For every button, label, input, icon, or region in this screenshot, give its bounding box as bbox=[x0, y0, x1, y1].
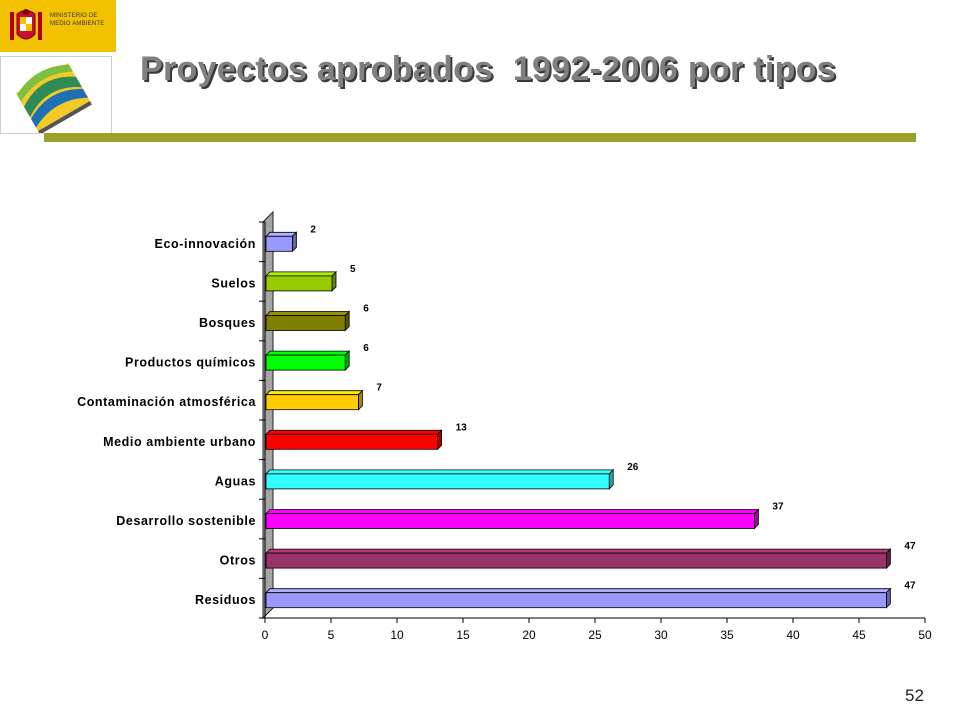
x-tick-label: 50 bbox=[918, 628, 932, 642]
category-label: Productos químicos bbox=[125, 356, 256, 370]
bar bbox=[265, 235, 293, 252]
bar bbox=[265, 315, 346, 331]
x-tick-label: 15 bbox=[456, 628, 470, 642]
ministry-logo: MINISTERIO DE MEDIO AMBIENTE bbox=[0, 0, 116, 52]
bar-side bbox=[291, 231, 297, 253]
category-label: Medio ambiente urbano bbox=[103, 435, 256, 449]
bar-side bbox=[886, 587, 891, 609]
spanish-coat-of-arms-icon bbox=[10, 9, 42, 40]
x-tick-label: 20 bbox=[522, 628, 536, 642]
category-label: Desarrollo sostenible bbox=[116, 514, 256, 528]
bar-top bbox=[265, 350, 351, 356]
bar bbox=[265, 592, 887, 609]
category-label: Otros bbox=[220, 554, 256, 568]
bar bbox=[265, 433, 439, 450]
bar-side bbox=[608, 468, 614, 490]
x-tick-label: 35 bbox=[720, 628, 734, 642]
title-divider bbox=[44, 133, 916, 142]
bar-side bbox=[886, 548, 891, 570]
bar bbox=[265, 552, 887, 569]
bar-top bbox=[265, 429, 443, 435]
data-label: 37 bbox=[772, 502, 784, 513]
bar bbox=[265, 275, 333, 292]
x-tick-label: 0 bbox=[262, 628, 269, 642]
x-tick-label: 10 bbox=[390, 628, 404, 642]
category-label: Contaminación atmosférica bbox=[77, 395, 256, 409]
x-tick-label: 40 bbox=[786, 628, 800, 642]
bar-side bbox=[344, 350, 350, 372]
data-label: 47 bbox=[904, 581, 916, 592]
category-label: Bosques bbox=[199, 316, 256, 330]
bar-chart: 0 5 10 15 20 25 30 35 40 45 50 Eco-innovación 2 Suelo… bbox=[60, 210, 950, 650]
data-label: 6 bbox=[363, 304, 369, 315]
data-label: 47 bbox=[904, 541, 916, 552]
x-tick-label: 5 bbox=[328, 628, 335, 642]
bar-side bbox=[754, 508, 759, 530]
bar-top bbox=[265, 588, 892, 594]
ministry-name: MINISTERIO DE MEDIO AMBIENTE bbox=[50, 13, 105, 27]
bar-top bbox=[265, 271, 337, 277]
bar bbox=[265, 354, 346, 371]
bar-side bbox=[357, 389, 363, 411]
bar-top bbox=[265, 311, 351, 316]
bar-side bbox=[331, 270, 337, 292]
data-label: 5 bbox=[350, 264, 356, 275]
bar-top bbox=[265, 509, 760, 514]
data-label: 6 bbox=[363, 343, 369, 354]
bar-top bbox=[265, 390, 364, 396]
page-title: Proyectos aprobados 1992-2006 por tipos bbox=[140, 50, 837, 88]
page-number: 52 bbox=[905, 686, 924, 705]
data-label: 7 bbox=[376, 383, 382, 394]
bar-top bbox=[265, 469, 615, 475]
category-label: Eco-innovación bbox=[155, 237, 256, 251]
category-label: Suelos bbox=[211, 276, 256, 290]
bar-top bbox=[265, 231, 298, 237]
bar-side bbox=[344, 310, 350, 332]
category-label: Residuos bbox=[195, 593, 256, 607]
category-label: Aguas bbox=[215, 474, 256, 488]
bar bbox=[265, 394, 359, 411]
eco-label-logo bbox=[0, 56, 112, 135]
bar-top bbox=[265, 548, 892, 554]
bar bbox=[265, 513, 755, 529]
x-tick-label: 30 bbox=[654, 628, 668, 642]
bar-side bbox=[437, 429, 443, 451]
data-label: 26 bbox=[627, 462, 639, 473]
x-tick-label: 25 bbox=[588, 628, 602, 642]
bar bbox=[265, 473, 610, 490]
data-label: 13 bbox=[456, 422, 468, 433]
x-tick-label: 45 bbox=[852, 628, 866, 642]
eco-label-logo-icon bbox=[16, 62, 92, 135]
data-label: 2 bbox=[310, 224, 316, 235]
bar-chart-svg: 0 5 10 15 20 25 30 35 40 45 50 Eco-innovación 2 Suelo… bbox=[77, 210, 932, 642]
